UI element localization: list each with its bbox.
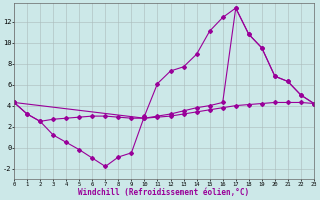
X-axis label: Windchill (Refroidissement éolien,°C): Windchill (Refroidissement éolien,°C) [78, 188, 250, 197]
